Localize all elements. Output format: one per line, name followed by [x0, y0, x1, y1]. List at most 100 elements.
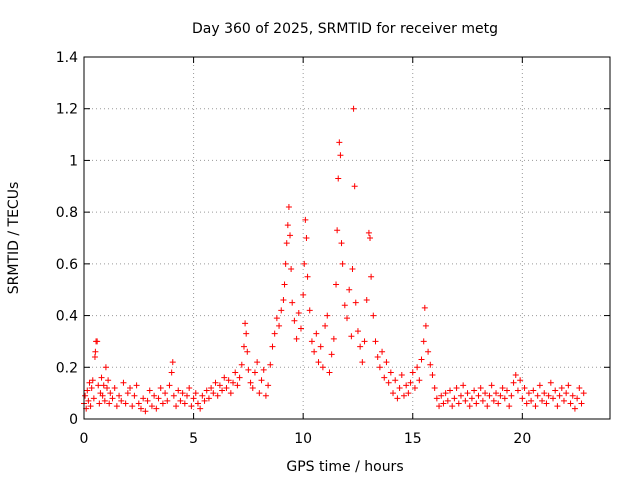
data-point	[293, 335, 300, 342]
data-point	[101, 397, 108, 404]
data-point	[486, 392, 493, 399]
data-point	[210, 390, 217, 397]
data-point	[133, 382, 140, 389]
data-point	[330, 335, 337, 342]
data-point	[501, 395, 508, 402]
data-point	[232, 369, 239, 376]
data-point	[368, 273, 375, 280]
data-point	[576, 384, 583, 391]
data-point	[249, 384, 256, 391]
data-point	[92, 348, 99, 355]
data-point	[495, 400, 502, 407]
data-point	[284, 222, 291, 229]
data-point	[348, 333, 355, 340]
data-point	[186, 384, 193, 391]
data-point	[82, 392, 89, 399]
x-tick-label: 20	[513, 431, 531, 447]
data-point	[280, 297, 287, 304]
data-point	[525, 390, 532, 397]
data-point	[354, 328, 361, 335]
data-point	[405, 390, 412, 397]
data-point	[287, 232, 294, 239]
data-point	[271, 330, 278, 337]
data-point	[175, 387, 182, 394]
data-point	[403, 382, 410, 389]
data-point	[536, 382, 543, 389]
data-point	[84, 387, 91, 394]
data-point	[267, 361, 274, 368]
data-point	[221, 374, 228, 381]
data-point	[379, 348, 386, 355]
x-tick-label: 0	[80, 431, 89, 447]
data-point	[276, 322, 283, 329]
data-point	[326, 369, 333, 376]
data-point	[94, 338, 101, 345]
data-point	[422, 322, 429, 329]
data-point	[324, 312, 331, 319]
data-point	[521, 384, 528, 391]
data-point	[219, 387, 226, 394]
data-point	[173, 403, 180, 410]
data-point	[334, 227, 341, 234]
data-point	[499, 384, 506, 391]
data-point	[374, 353, 381, 360]
data-point	[168, 369, 175, 376]
data-point	[234, 382, 241, 389]
data-point	[164, 397, 171, 404]
data-point	[285, 203, 292, 210]
data-point	[319, 364, 326, 371]
data-point	[153, 405, 160, 412]
data-point	[256, 390, 263, 397]
data-point	[304, 273, 311, 280]
data-point	[442, 390, 449, 397]
data-point	[236, 374, 243, 381]
data-point	[155, 395, 162, 402]
x-tick-label: 10	[294, 431, 312, 447]
data-point	[565, 382, 572, 389]
data-point	[288, 266, 295, 273]
data-point	[159, 400, 166, 407]
data-point	[116, 392, 123, 399]
y-tick-label: 0.6	[56, 257, 78, 273]
data-point	[346, 286, 353, 293]
data-point	[104, 384, 111, 391]
data-point	[541, 390, 548, 397]
data-point	[333, 281, 340, 288]
data-point	[457, 392, 464, 399]
data-point	[425, 348, 432, 355]
data-point	[269, 343, 276, 350]
data-point	[416, 377, 423, 384]
data-point	[315, 359, 322, 366]
data-point	[351, 183, 358, 190]
data-point	[194, 400, 201, 407]
data-point	[411, 384, 418, 391]
data-point	[169, 359, 176, 366]
chart-title: Day 360 of 2025, SRMTID for receiver met…	[192, 21, 498, 37]
data-point	[244, 348, 251, 355]
data-point	[177, 397, 184, 404]
data-point	[444, 397, 451, 404]
data-point	[539, 397, 546, 404]
data-point	[414, 364, 421, 371]
data-point	[306, 307, 313, 314]
data-point	[230, 379, 237, 386]
y-tick-label: 1.4	[56, 50, 78, 66]
data-point	[532, 403, 539, 410]
data-point	[297, 325, 304, 332]
data-point	[349, 266, 356, 273]
data-point	[510, 379, 517, 386]
data-point	[302, 216, 309, 223]
data-point	[396, 384, 403, 391]
data-point	[146, 387, 153, 394]
data-point	[162, 390, 169, 397]
data-point	[118, 397, 125, 404]
data-point	[106, 400, 113, 407]
data-point	[514, 387, 521, 394]
data-point	[86, 379, 93, 386]
data-point	[260, 366, 267, 373]
data-point	[385, 379, 392, 386]
data-point	[473, 400, 480, 407]
data-point	[563, 390, 570, 397]
data-point	[436, 403, 443, 410]
